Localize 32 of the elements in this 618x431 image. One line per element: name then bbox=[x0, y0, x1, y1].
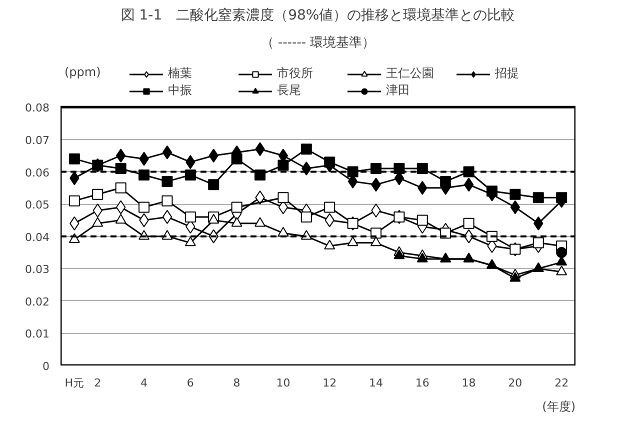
legend-label: 楠葉 bbox=[168, 65, 193, 82]
y-tick-label: 0.02 bbox=[25, 295, 50, 308]
chart-title: 図 1-1 二酸化窒素濃度（98%値）の推移と環境基準との比較 bbox=[120, 8, 516, 24]
legend-label: 王仁公園 bbox=[386, 65, 435, 82]
x-tick-label: 8 bbox=[233, 376, 240, 390]
x-tick-label: 16 bbox=[415, 376, 430, 390]
x-tick-label: 22 bbox=[554, 376, 569, 390]
x-tick-label: 12 bbox=[322, 376, 337, 390]
x-tick-label: H元 bbox=[64, 376, 84, 390]
chart-subtitle: （ ------ 環境基準） bbox=[260, 34, 376, 50]
x-tick-label: 6 bbox=[186, 376, 194, 390]
y-tick-label: 0.07 bbox=[25, 134, 50, 147]
x-axis-title: (年度) bbox=[542, 400, 576, 414]
legend-label: 招提 bbox=[495, 65, 520, 82]
y-axis-title: (ppm) bbox=[64, 65, 101, 80]
legend-label: 津田 bbox=[386, 82, 411, 99]
y-tick-label: 0.08 bbox=[25, 102, 50, 115]
y-tick-label: 0.05 bbox=[25, 198, 50, 212]
x-tick-label: 18 bbox=[462, 376, 476, 390]
y-tick-label: 0.04 bbox=[25, 230, 50, 244]
y-tick-label: 0.01 bbox=[25, 328, 50, 341]
x-tick-label: 10 bbox=[276, 376, 290, 390]
x-tick-label: 14 bbox=[368, 376, 383, 390]
y-tick-label: 0.03 bbox=[25, 263, 50, 276]
x-tick-label: 20 bbox=[508, 376, 522, 390]
legend-label: 市役所 bbox=[277, 65, 314, 82]
y-tick-label: 0 bbox=[42, 360, 50, 373]
y-tick-label: 0.06 bbox=[25, 166, 50, 180]
x-tick-label: 2 bbox=[94, 376, 102, 390]
x-tick-label: 4 bbox=[140, 376, 148, 390]
legend-label: 長尾 bbox=[277, 82, 302, 99]
legend-label: 中振 bbox=[168, 82, 193, 99]
